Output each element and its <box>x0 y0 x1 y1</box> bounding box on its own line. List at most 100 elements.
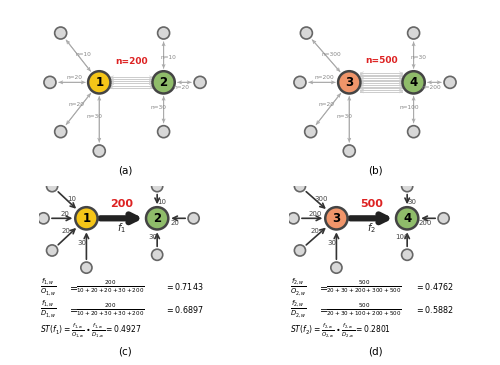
Circle shape <box>438 213 449 224</box>
Text: 200: 200 <box>418 220 432 226</box>
Text: $=$: $=$ <box>318 304 329 315</box>
Circle shape <box>294 181 306 192</box>
Text: $\frac{200}{10+20+30+30+200}$: $\frac{200}{10+20+30+30+200}$ <box>76 301 144 318</box>
Circle shape <box>402 249 412 260</box>
Text: 30: 30 <box>148 234 158 239</box>
Circle shape <box>402 181 412 192</box>
Text: $ST(f_1) = \frac{f_{1,w}}{O_{1,w}} \bullet \frac{f_{1,w}}{D_{1,w}} = 0.4927$: $ST(f_1) = \frac{f_{1,w}}{O_{1,w}} \bull… <box>40 322 142 340</box>
Text: n=200: n=200 <box>422 85 442 89</box>
Text: n=200: n=200 <box>314 75 334 80</box>
Text: $\frac{500}{20+30+200+300+500}$: $\frac{500}{20+30+200+300+500}$ <box>326 279 402 295</box>
Circle shape <box>300 27 312 39</box>
Text: $ST(f_2) = \frac{f_{2,w}}{O_{2,w}} \bullet \frac{f_{2,w}}{D_{2,w}} = 0.2801$: $ST(f_2) = \frac{f_{2,w}}{O_{2,w}} \bull… <box>290 322 392 340</box>
Text: 100: 100 <box>396 234 409 239</box>
Text: 200: 200 <box>308 211 322 216</box>
Text: 20: 20 <box>171 220 180 226</box>
Text: n=30: n=30 <box>410 55 426 60</box>
Text: n=100: n=100 <box>399 104 418 109</box>
Text: n=30: n=30 <box>336 114 352 119</box>
Circle shape <box>326 207 347 230</box>
Text: (c): (c) <box>118 346 132 356</box>
Text: n=10: n=10 <box>160 55 176 60</box>
Text: 3: 3 <box>332 212 340 225</box>
Circle shape <box>38 213 49 224</box>
Circle shape <box>81 262 92 273</box>
Circle shape <box>294 245 306 256</box>
Circle shape <box>54 126 66 138</box>
Circle shape <box>46 245 58 256</box>
Circle shape <box>152 71 174 93</box>
Circle shape <box>331 262 342 273</box>
Text: 20: 20 <box>60 211 70 217</box>
Text: $=$: $=$ <box>68 282 79 292</box>
Text: 10: 10 <box>157 199 166 205</box>
Text: $f_1$: $f_1$ <box>118 222 126 235</box>
Text: 4: 4 <box>410 76 418 89</box>
Text: n=20: n=20 <box>66 75 82 80</box>
Text: n=20: n=20 <box>68 101 84 107</box>
Text: n=200: n=200 <box>115 57 148 66</box>
Circle shape <box>46 181 58 192</box>
Text: 300: 300 <box>314 196 328 202</box>
Circle shape <box>402 71 424 93</box>
Text: 500: 500 <box>360 199 383 208</box>
Text: 200: 200 <box>110 199 134 208</box>
Text: 2: 2 <box>153 212 161 225</box>
Text: n=10: n=10 <box>76 52 92 57</box>
Text: $f_2$: $f_2$ <box>368 222 376 235</box>
Circle shape <box>152 181 162 192</box>
Circle shape <box>408 126 420 138</box>
Text: $\frac{f_{1,w}}{D_{1,w}}$: $\frac{f_{1,w}}{D_{1,w}}$ <box>40 299 57 320</box>
Text: 10: 10 <box>68 196 76 202</box>
Text: $\frac{f_{2,w}}{O_{2,w}}$: $\frac{f_{2,w}}{O_{2,w}}$ <box>290 276 308 297</box>
Text: 30: 30 <box>408 199 416 205</box>
Circle shape <box>194 76 206 88</box>
Text: 1: 1 <box>95 76 104 89</box>
Text: n=20: n=20 <box>174 85 190 89</box>
Text: 4: 4 <box>403 212 411 225</box>
Text: $\frac{f_{2,w}}{D_{2,w}}$: $\frac{f_{2,w}}{D_{2,w}}$ <box>290 299 307 320</box>
Text: n=500: n=500 <box>365 56 398 65</box>
Text: 30: 30 <box>78 240 86 246</box>
Text: $=$: $=$ <box>318 282 329 292</box>
Text: $= 0.6897$: $= 0.6897$ <box>164 304 204 315</box>
Circle shape <box>152 249 162 260</box>
Text: (d): (d) <box>368 346 382 356</box>
Text: 2: 2 <box>160 76 168 89</box>
Text: n=20: n=20 <box>318 101 334 107</box>
Text: $\frac{f_{1,w}}{O_{1,w}}$: $\frac{f_{1,w}}{O_{1,w}}$ <box>40 276 58 297</box>
Circle shape <box>76 207 98 230</box>
Text: 20: 20 <box>62 228 71 234</box>
Text: 30: 30 <box>327 240 336 246</box>
Circle shape <box>188 213 199 224</box>
Circle shape <box>344 145 355 157</box>
Circle shape <box>408 27 420 39</box>
Circle shape <box>54 27 66 39</box>
Circle shape <box>294 76 306 88</box>
Circle shape <box>304 126 316 138</box>
Circle shape <box>396 207 418 230</box>
Circle shape <box>338 71 360 93</box>
Text: $= 0.7143$: $= 0.7143$ <box>164 281 203 292</box>
Text: 20: 20 <box>310 228 320 234</box>
Text: n=30: n=30 <box>86 114 102 119</box>
Text: (b): (b) <box>368 165 382 175</box>
Text: (a): (a) <box>118 165 132 175</box>
Circle shape <box>288 213 299 224</box>
Circle shape <box>44 76 56 88</box>
Text: 3: 3 <box>345 76 354 89</box>
Text: $\frac{200}{10+20+20+30+200}$: $\frac{200}{10+20+20+30+200}$ <box>76 279 144 295</box>
Text: n=300: n=300 <box>322 52 342 57</box>
Text: 1: 1 <box>82 212 90 225</box>
Circle shape <box>158 27 170 39</box>
Text: $= 0.5882$: $= 0.5882$ <box>414 304 454 315</box>
Text: $= 0.4762$: $= 0.4762$ <box>414 281 454 292</box>
Circle shape <box>158 126 170 138</box>
Text: n=30: n=30 <box>151 104 167 109</box>
Circle shape <box>146 207 169 230</box>
Circle shape <box>88 71 110 93</box>
Text: $\frac{500}{20+30+100+200+500}$: $\frac{500}{20+30+100+200+500}$ <box>326 301 402 318</box>
Circle shape <box>444 76 456 88</box>
Text: $=$: $=$ <box>68 304 79 315</box>
Circle shape <box>94 145 106 157</box>
